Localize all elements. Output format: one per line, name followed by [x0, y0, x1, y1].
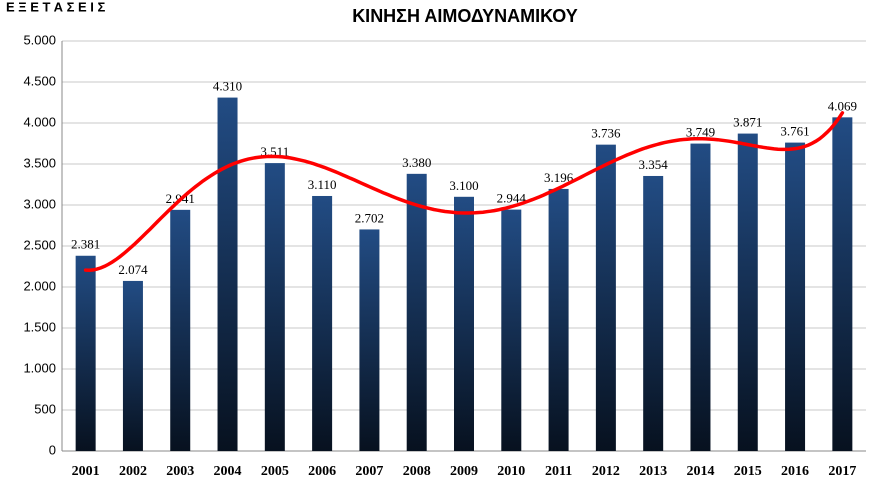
bar	[595, 144, 616, 451]
bar	[217, 97, 238, 451]
y-tick-label: 0	[49, 442, 56, 457]
value-label: 4.069	[828, 98, 857, 113]
value-label: 3.380	[402, 155, 431, 170]
bar	[737, 133, 758, 451]
bar	[785, 142, 806, 451]
bar	[406, 173, 427, 451]
value-label: 3.761	[780, 124, 809, 139]
bar	[643, 175, 664, 452]
x-tick-label: 2002	[119, 464, 147, 479]
y-tick-label: 3.000	[23, 196, 56, 211]
bar	[454, 196, 474, 451]
y-tick-label: 1.000	[23, 360, 56, 375]
y-tick-label: 2.500	[23, 237, 56, 252]
value-label: 3.100	[449, 178, 478, 193]
x-tick-label: 2014	[686, 464, 714, 479]
value-label: 2.381	[71, 237, 100, 252]
x-tick-label: 2009	[450, 464, 478, 479]
x-tick-label: 2006	[308, 464, 336, 479]
y-tick-label: 4.500	[23, 73, 56, 88]
x-tick-label: 2008	[403, 464, 431, 479]
x-tick-label: 2013	[639, 464, 667, 479]
x-tick-label: 2003	[166, 464, 194, 479]
value-label: 4.310	[213, 79, 242, 94]
x-tick-label: 2007	[355, 464, 383, 479]
x-tick-label: 2016	[781, 464, 809, 479]
bar	[501, 209, 522, 451]
bar	[264, 163, 285, 451]
bar	[832, 117, 853, 451]
x-tick-label: 2012	[592, 464, 620, 479]
bar	[359, 229, 380, 451]
y-tick-label: 500	[34, 401, 56, 416]
x-tick-label: 2001	[72, 464, 100, 479]
x-tick-label: 2004	[214, 464, 242, 479]
value-label: 2.074	[118, 262, 148, 277]
chart-title: ΚΙΝΗΣΗ ΑΙΜΟΔΥΝΑΜΙΚΟΥ	[352, 6, 578, 26]
x-tick-label: 2005	[261, 464, 289, 479]
x-tick-label: 2015	[734, 464, 762, 479]
value-label: 3.736	[591, 126, 621, 141]
bar	[170, 209, 191, 451]
value-label: 3.110	[308, 177, 337, 192]
x-tick-label: 2011	[545, 464, 572, 479]
subtitle: Ε Ξ Ε Τ Α Σ Ε Ι Σ	[6, 0, 106, 14]
y-tick-label: 4.000	[23, 114, 56, 129]
bar	[75, 255, 96, 451]
bar	[312, 195, 333, 451]
bar	[548, 188, 569, 452]
y-tick-label: 3.500	[23, 155, 56, 170]
y-tick-label: 2.000	[23, 278, 56, 293]
trendline	[83, 111, 845, 273]
value-label: 2.944	[497, 191, 527, 206]
value-label: 3.354	[639, 157, 669, 172]
bar	[690, 143, 711, 451]
y-tick-label: 5.000	[23, 32, 56, 47]
value-label: 3.196	[544, 170, 574, 185]
value-label: 3.749	[686, 125, 715, 140]
x-tick-label: 2010	[497, 464, 525, 479]
x-tick-label: 2017	[828, 464, 856, 479]
y-tick-label: 1.500	[23, 319, 56, 334]
value-label: 2.702	[355, 210, 384, 225]
value-label: 3.871	[733, 115, 762, 130]
bar	[122, 280, 143, 451]
